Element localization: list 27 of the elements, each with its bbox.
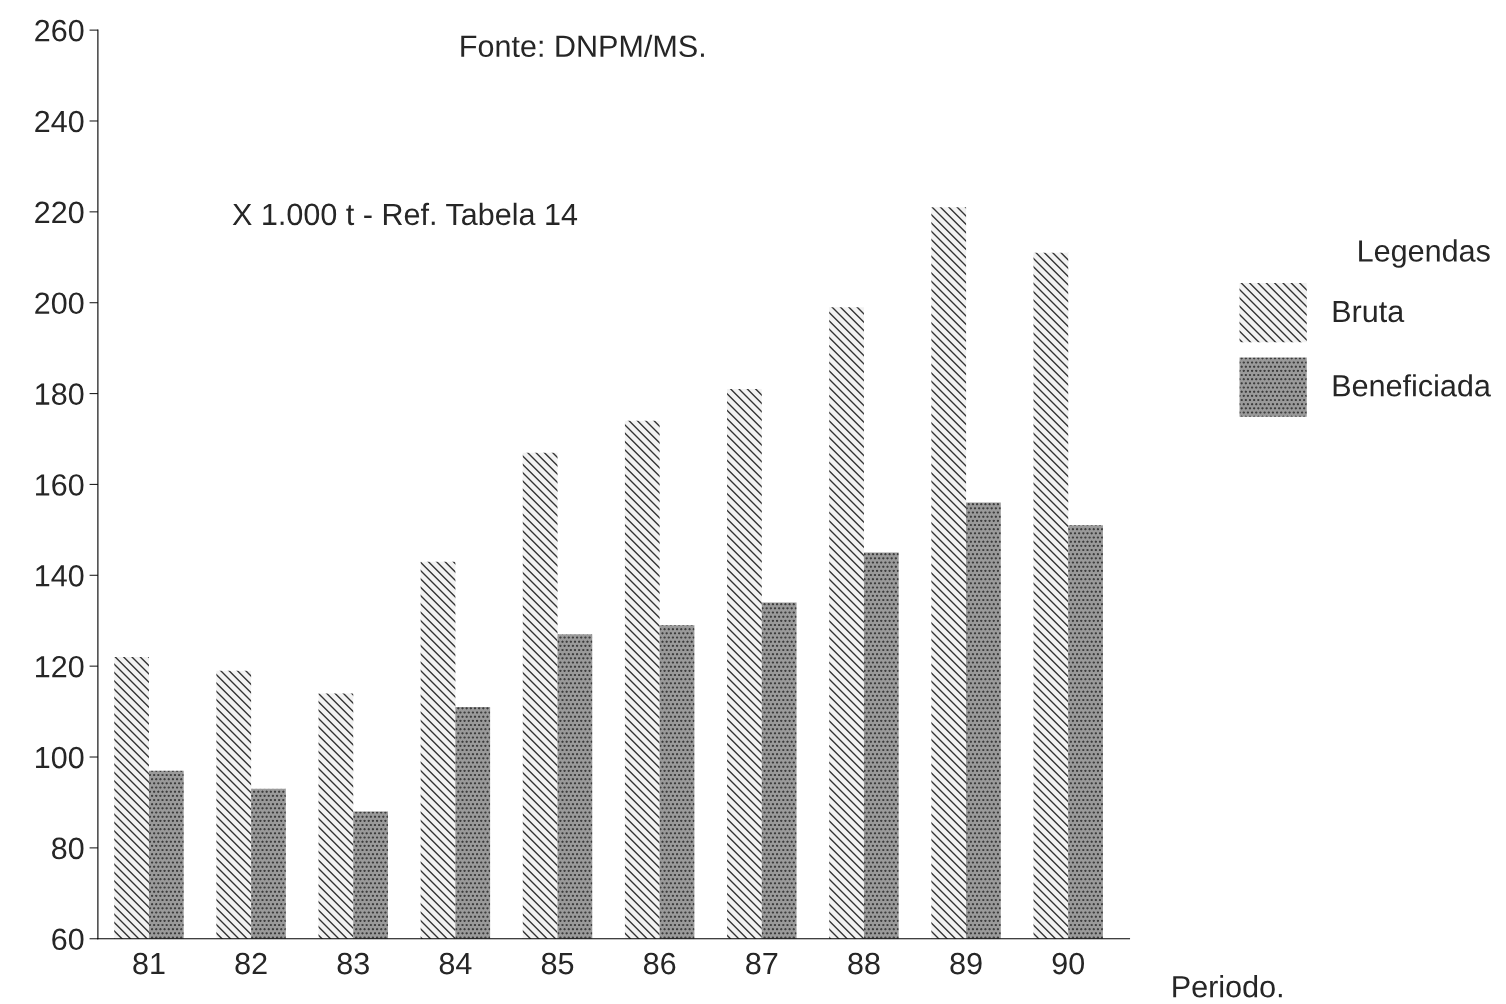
legend-label: Bruta (1333, 300, 1405, 323)
y-tick-label: 200 (35, 292, 84, 315)
y-tick-label: 100 (36, 746, 84, 769)
y-tick-label: 180 (36, 383, 84, 405)
x-tick-label: 88 (848, 952, 880, 975)
legend-label: Beneficiada (1333, 374, 1491, 397)
legend-title: Legendas (1359, 239, 1490, 268)
y-tick-label: 80 (52, 837, 84, 860)
y-tick-label: 60 (52, 928, 84, 951)
x-tick-label: 83 (337, 952, 369, 975)
x-tick-label: 87 (746, 952, 778, 975)
y-tick-label: 120 (36, 655, 84, 678)
x-tick-label: 90 (1052, 952, 1085, 975)
x-tick-label: 85 (541, 952, 574, 975)
x-tick-label: 89 (950, 952, 982, 975)
y-tick-label: 160 (36, 474, 84, 496)
y-tick-label: 260 (35, 19, 84, 42)
x-tick-label: 84 (439, 952, 472, 975)
x-tick-label: 82 (235, 952, 267, 975)
x-axis-title: Periodo. (1173, 975, 1282, 998)
annotation: X 1.000 t - Ref. Tabela 14 (232, 202, 578, 226)
y-tick-label: 240 (35, 110, 84, 133)
x-tick-label: 81 (133, 952, 165, 975)
y-tick-label: 140 (36, 565, 84, 587)
x-tick-label: 86 (643, 952, 676, 975)
y-tick-label: 220 (35, 201, 84, 224)
annotation: Fonte: DNPM/MS. (461, 34, 704, 58)
